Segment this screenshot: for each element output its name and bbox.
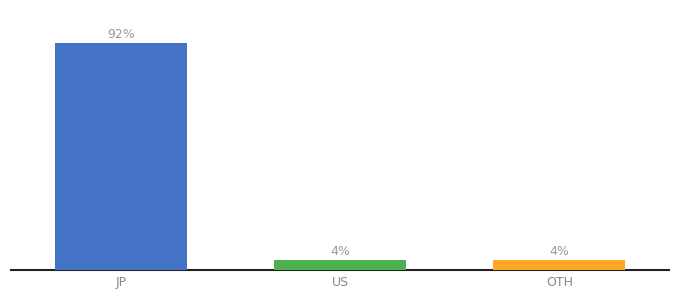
Text: 92%: 92% <box>107 28 135 41</box>
Text: 4%: 4% <box>549 245 569 258</box>
Bar <box>494 260 625 270</box>
Text: 4%: 4% <box>330 245 350 258</box>
Bar <box>274 260 406 270</box>
Bar <box>55 43 186 270</box>
